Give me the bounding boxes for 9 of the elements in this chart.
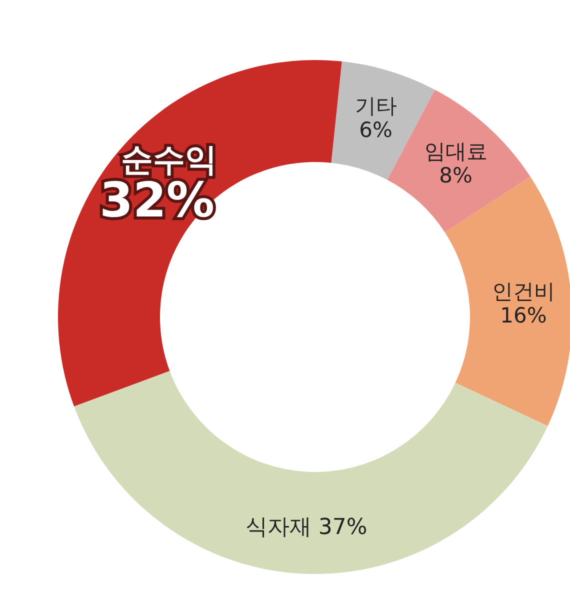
slice-label: 임대료 [424,140,488,164]
donut-slice [74,370,548,574]
slice-label: 식자재 [245,514,312,540]
data-label: 37% [318,514,368,540]
data-label: 6% [359,118,392,142]
data-label: 8% [439,164,472,188]
slice-label: 인건비 [492,279,555,304]
slice-label: 기타 [354,94,397,118]
data-label: 16% [500,303,547,328]
